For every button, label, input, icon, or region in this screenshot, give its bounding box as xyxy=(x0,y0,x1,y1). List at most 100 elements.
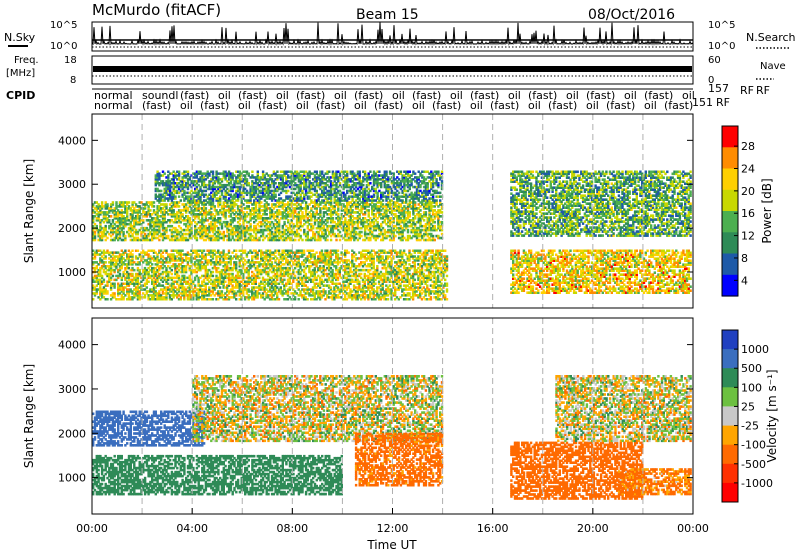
data-cell xyxy=(167,286,170,289)
data-cell xyxy=(194,201,197,204)
data-cell xyxy=(360,276,363,280)
data-cell xyxy=(95,217,98,220)
data-cell xyxy=(160,207,163,210)
data-cell xyxy=(276,294,279,297)
data-cell xyxy=(390,251,393,254)
data-cell xyxy=(245,224,249,228)
data-cell xyxy=(201,220,204,224)
data-cell xyxy=(109,207,113,210)
beam-title: Beam 15 xyxy=(356,7,419,23)
cpid-tail-157: 157 xyxy=(708,82,729,95)
data-cell xyxy=(322,272,325,276)
data-cell xyxy=(394,298,397,301)
data-cell xyxy=(308,268,311,272)
data-cell xyxy=(172,205,175,208)
data-cell xyxy=(145,251,148,254)
data-cell xyxy=(142,228,145,232)
data-cell xyxy=(303,219,306,222)
data-cell xyxy=(224,205,227,208)
data-cell xyxy=(142,236,145,240)
data-cell xyxy=(336,286,340,289)
data-cell xyxy=(308,266,311,270)
data-cell xyxy=(410,288,413,291)
data-cell xyxy=(286,270,290,274)
data-cell xyxy=(190,220,193,224)
data-cell xyxy=(336,268,340,272)
data-cell xyxy=(290,224,293,228)
data-cell xyxy=(417,257,420,260)
data-cell xyxy=(186,280,190,283)
data-cell xyxy=(133,288,136,291)
data-cell xyxy=(302,268,306,272)
data-cell xyxy=(436,290,440,293)
data-cell xyxy=(290,282,293,285)
data-cell xyxy=(299,270,302,274)
data-cell xyxy=(126,274,129,278)
data-cell xyxy=(342,215,345,218)
data-cell xyxy=(134,282,138,285)
data-cell xyxy=(172,234,175,238)
data-cell xyxy=(346,224,349,228)
data-cell xyxy=(342,292,345,295)
data-cell xyxy=(438,259,442,262)
data-cell xyxy=(222,259,225,262)
data-cell xyxy=(419,280,422,283)
data-cell xyxy=(410,276,413,280)
data-cell xyxy=(193,268,197,272)
data-cell xyxy=(308,238,311,242)
data-cell xyxy=(95,209,98,212)
data-cell xyxy=(331,226,335,230)
data-cell xyxy=(124,286,127,289)
data-cell xyxy=(204,259,207,262)
data-cell xyxy=(320,280,324,283)
data-cell xyxy=(331,213,335,216)
data-cell xyxy=(386,265,390,268)
data-cell xyxy=(411,280,415,283)
data-cell xyxy=(311,298,315,301)
data-cell xyxy=(279,272,282,276)
data-cell xyxy=(226,226,229,230)
data-cell xyxy=(115,234,118,238)
data-cell xyxy=(313,298,316,301)
data-cell xyxy=(329,234,333,238)
data-cell xyxy=(167,265,170,268)
data-cell xyxy=(106,230,109,234)
data-cell xyxy=(444,257,447,260)
data-cell xyxy=(342,268,345,272)
data-cell xyxy=(109,203,113,206)
freq-strip-frame xyxy=(91,55,694,85)
data-cell xyxy=(299,249,302,252)
data-cell xyxy=(354,286,358,289)
data-cell xyxy=(211,222,215,226)
data-cell xyxy=(229,232,233,236)
data-cell xyxy=(304,259,307,262)
data-cell xyxy=(358,284,361,287)
data-cell xyxy=(185,209,188,212)
data-cell xyxy=(161,263,165,266)
data-cell xyxy=(224,268,227,272)
data-cell xyxy=(408,292,411,295)
data-cell xyxy=(201,284,204,287)
data-cell xyxy=(267,280,270,283)
data-cell xyxy=(238,219,242,222)
data-cell xyxy=(346,232,349,236)
data-cell xyxy=(174,249,177,252)
data-cell xyxy=(152,296,156,299)
data-cell xyxy=(419,265,422,268)
data-cell xyxy=(372,261,375,264)
data-cell xyxy=(442,265,445,268)
data-cell xyxy=(151,249,154,252)
data-cell xyxy=(288,266,291,270)
data-cell xyxy=(440,272,443,276)
data-cell xyxy=(356,280,359,283)
data-cell xyxy=(383,296,386,299)
data-cell xyxy=(272,215,276,218)
data-cell xyxy=(172,276,175,280)
data-cell xyxy=(120,217,123,220)
data-cell xyxy=(329,224,333,228)
data-cell xyxy=(172,282,175,285)
data-cell xyxy=(126,276,129,280)
data-cell xyxy=(231,276,234,280)
data-cell xyxy=(117,219,120,222)
data-cell xyxy=(99,286,102,289)
